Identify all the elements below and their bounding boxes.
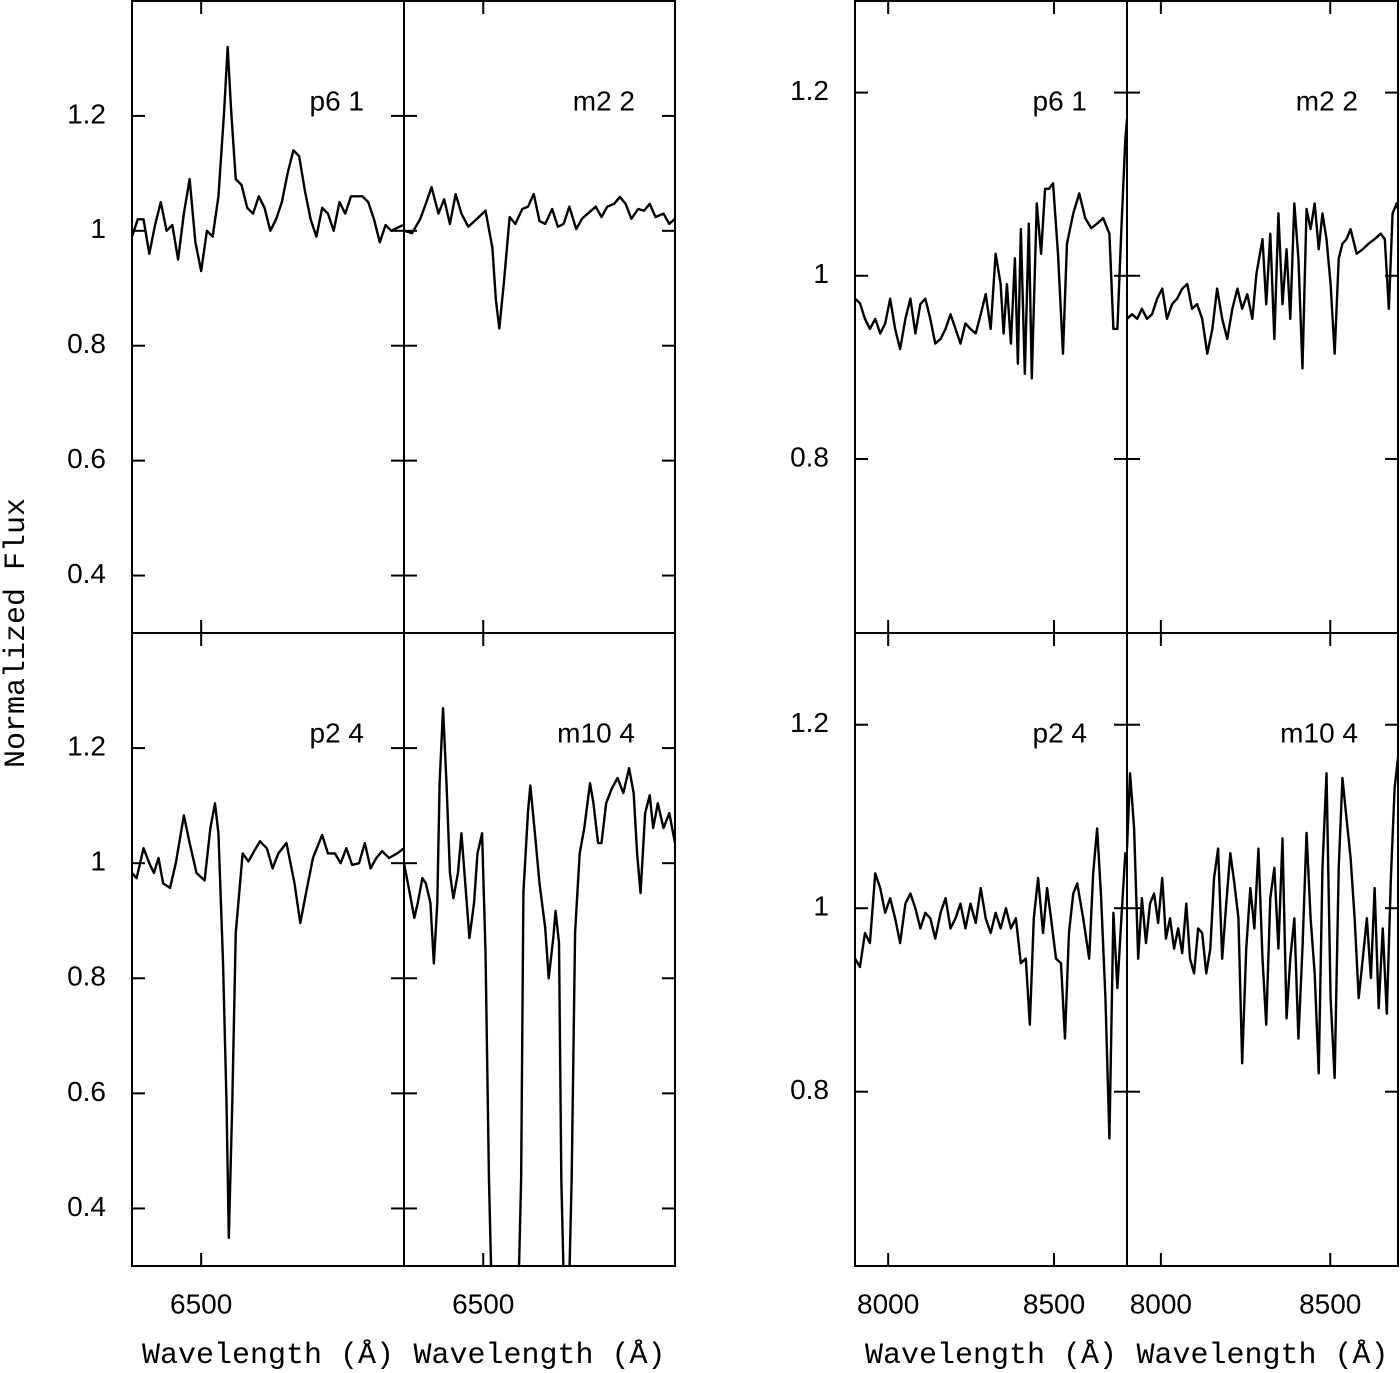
y-tick-label: 1.2 [790,75,829,106]
panel-annotation: p2 4 [310,717,365,748]
x-tick-label: 8000 [857,1288,919,1319]
spectrum-line [855,827,1127,1140]
panel-annotation: p6 1 [1033,85,1088,116]
x-tick-label: 8500 [1299,1288,1361,1319]
y-tick-label: 0.8 [67,961,106,992]
panel-annotation: m10 4 [557,717,635,748]
spectrum-line [132,45,404,273]
spectrum-line [404,185,675,330]
x-axis-label: Wavelength (Å) [1136,1339,1388,1373]
spectrum-line [404,707,675,1266]
panel-annotation: m2 2 [1296,85,1358,116]
y-tick-label: 1.2 [790,707,829,738]
y-tick-label: 1 [813,891,829,922]
y-tick-label: 1 [90,213,106,244]
y-tick-label: 0.6 [67,1076,106,1107]
y-tick-label: 0.4 [67,1191,106,1222]
y-axis-label: Normalized Flux [0,498,34,768]
x-axis-label: Wavelength (Å) [413,1339,665,1373]
x-tick-label: 6500 [170,1288,232,1319]
panel-annotation: m10 4 [1280,717,1358,748]
y-tick-label: 1 [813,258,829,289]
spectrum-line [132,802,404,1239]
panel-annotation: m2 2 [573,85,635,116]
panel: 8000 8500 m10 4 Wavelength (Å) [1126,632,1399,1373]
y-tick-label: 0.8 [790,1074,829,1105]
x-axis-label: Wavelength (Å) [865,1339,1117,1373]
panel-frame [1126,632,1399,1267]
panel: 0.8 1 1.2 p6 1 [790,0,1128,634]
panel-frame [403,632,676,1267]
x-tick-label: 8500 [1023,1288,1085,1319]
x-tick-label: 8000 [1130,1288,1192,1319]
y-tick-label: 0.8 [790,441,829,472]
panel: 0.4 0.6 0.8 1 1.2 p6 1 [67,0,405,634]
panel-annotation: p6 1 [310,85,365,116]
y-tick-label: 1.2 [67,98,106,129]
y-tick-label: 1.2 [67,730,106,761]
y-tick-label: 1 [90,846,106,877]
y-tick-label: 0.4 [67,558,106,589]
x-axis-label: Wavelength (Å) [142,1339,394,1373]
panel: 6500 m10 4 Wavelength (Å) [403,632,676,1373]
panel: m2 2 [1126,0,1399,634]
y-tick-label: 0.8 [67,328,106,359]
spectrum-line [855,119,1127,380]
panel: 0.4 0.6 0.8 1 1.2 6500 p2 4 Wavelength (Å) [67,632,405,1373]
panel-annotation: p2 4 [1033,717,1088,748]
spectrum-line [1127,757,1398,1080]
y-tick-label: 0.6 [67,443,106,474]
panel: m2 2 [403,0,676,634]
spectrum-line [1127,202,1398,370]
x-tick-label: 6500 [452,1288,514,1319]
panel: 0.8 1 1.2 8000 8500 p2 4 Wavelength (Å) [790,632,1128,1373]
